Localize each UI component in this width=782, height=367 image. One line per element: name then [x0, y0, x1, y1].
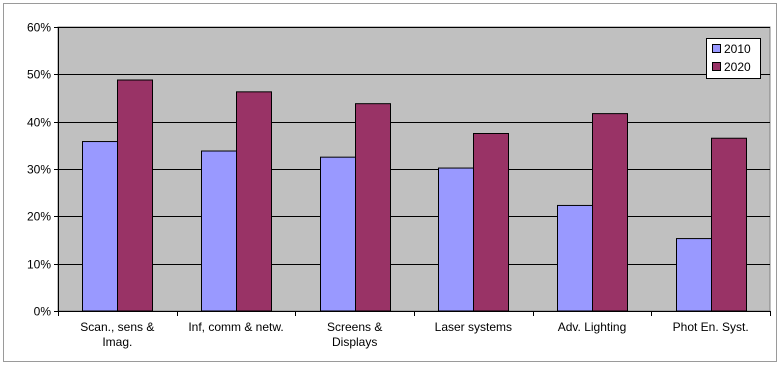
y-tick-label: 50%: [27, 68, 51, 82]
x-tick-label: Inf, comm & netw.: [188, 320, 283, 334]
y-tick-labels: 0% 10% 20% 30% 40% 50% 60%: [27, 21, 51, 319]
y-tick-label: 10%: [27, 258, 51, 272]
y-tick-label: 60%: [27, 21, 51, 35]
bar-2010: [82, 141, 118, 312]
x-tick-labels: Scan., sens & Imag. Inf, comm & netw. Scree…: [80, 320, 748, 349]
legend-label: 2020: [724, 60, 751, 74]
y-tick-label: 40%: [27, 116, 51, 130]
bar-2020: [592, 113, 628, 312]
y-tick-label: 30%: [27, 163, 51, 177]
bars: [82, 79, 747, 312]
legend-swatch: [712, 62, 721, 71]
bar-2020: [711, 137, 747, 312]
x-tick-label: Screens & Displays: [327, 320, 382, 349]
bar-2010: [320, 156, 356, 312]
x-tick-label: Laser systems: [435, 320, 512, 334]
x-tick-label: Adv. Lighting: [558, 320, 627, 334]
x-tick-label: Phot En. Syst.: [673, 320, 749, 334]
bar-2010: [676, 238, 712, 312]
legend-swatch: [712, 44, 721, 53]
bar-2010: [201, 150, 237, 312]
axes: [54, 27, 771, 316]
y-tick-label: 0%: [34, 305, 52, 319]
bar-2020: [117, 79, 153, 312]
legend-label: 2010: [724, 42, 751, 56]
gridlines: [58, 27, 770, 265]
bar-2020: [355, 103, 391, 312]
legend: 2010 2020: [706, 38, 761, 79]
bar-2010: [438, 167, 474, 312]
bar-2020: [473, 133, 509, 312]
x-tick-label: Scan., sens & Imag.: [80, 320, 154, 349]
bar-2010: [557, 204, 593, 312]
y-tick-label: 20%: [27, 210, 51, 224]
bar-2020: [236, 91, 272, 312]
